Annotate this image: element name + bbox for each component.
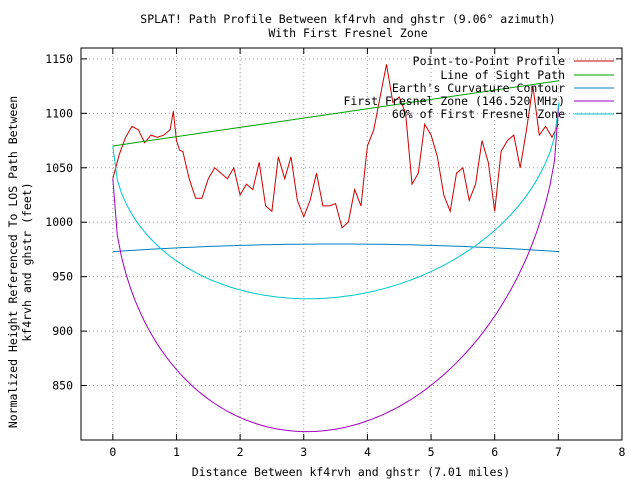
x-axis-label: Distance Between kf4rvh and ghstr (7.01 … [192, 465, 511, 479]
legend-label-los: Line of Sight Path [440, 68, 565, 82]
y-tick-label: 900 [52, 324, 73, 338]
legend-label-profile: Point-to-Point Profile [413, 54, 565, 68]
earth-curvature-line [112, 243, 560, 253]
fresnel-60-line [112, 102, 560, 300]
x-tick-label: 8 [619, 445, 626, 459]
y-tick-label: 1050 [45, 161, 73, 175]
y-tick-label: 950 [52, 270, 73, 284]
chart-subtitle: With First Fresnel Zone [268, 26, 427, 40]
x-tick-label: 0 [109, 445, 116, 459]
legend-label-fresnel60: 60% of First Fresnel Zone [392, 107, 565, 121]
fresnel-zone-line [112, 102, 560, 433]
legend: Point-to-Point Profile Line of Sight Pat… [343, 54, 614, 121]
plot-frame [80, 47, 623, 441]
x-tick-label: 3 [300, 445, 307, 459]
x-tick-label: 2 [237, 445, 244, 459]
x-tick-label: 5 [428, 445, 435, 459]
line-of-sight-line [112, 80, 560, 147]
y-axis-label-line1: Normalized Height Referenced To LOS Path… [6, 96, 20, 428]
y-tick-label: 850 [52, 379, 73, 393]
x-tick-label: 4 [364, 445, 371, 459]
legend-label-fresnel: First Fresnel Zone (146.520 MHz) [343, 94, 565, 108]
y-tick-label: 1000 [45, 215, 73, 229]
series-layer [112, 64, 560, 433]
x-tick-label: 1 [173, 445, 180, 459]
x-tick-label: 7 [555, 445, 562, 459]
x-tick-label: 6 [491, 445, 498, 459]
chart-title: SPLAT! Path Profile Between kf4rvh and g… [140, 12, 555, 26]
axis-ticks: 850 900 950 1000 1050 1100 1150 0 1 2 3 4 5 6 7 8 [45, 48, 626, 459]
profile-line [112, 64, 559, 229]
y-tick-label: 1150 [45, 52, 73, 66]
y-tick-label: 1100 [45, 106, 73, 120]
legend-label-earth: Earth's Curvature Contour [392, 81, 565, 95]
y-axis-label-line2: kf4rvh and ghstr (feet) [20, 182, 34, 341]
